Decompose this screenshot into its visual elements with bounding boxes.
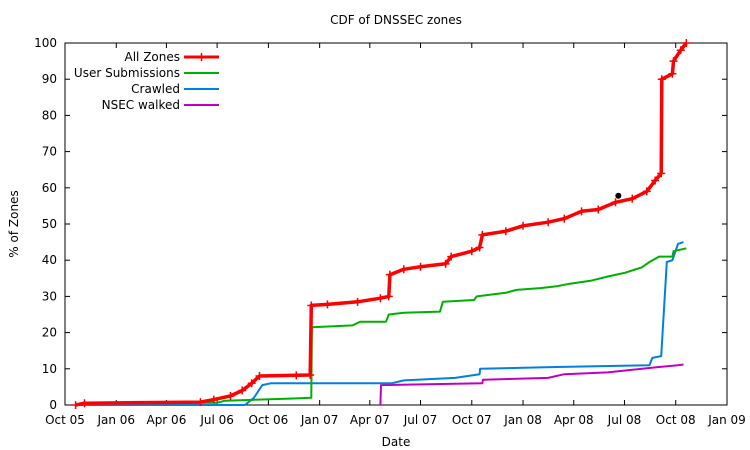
series-line-crawled bbox=[75, 241, 684, 406]
data-point bbox=[501, 227, 510, 236]
data-point bbox=[238, 386, 247, 395]
data-point bbox=[668, 69, 677, 78]
legend-label: Crawled bbox=[131, 82, 180, 96]
x-tick-label: Jan 06 bbox=[96, 413, 135, 427]
chart-title: CDF of DNSSEC zones bbox=[330, 13, 462, 27]
x-axis-title: Date bbox=[382, 435, 411, 449]
legend-label: All Zones bbox=[125, 50, 181, 64]
legend-label: User Submissions bbox=[74, 66, 180, 80]
x-tick-label: Apr 07 bbox=[350, 413, 390, 427]
x-tick-label: Jan 08 bbox=[503, 413, 542, 427]
x-tick-label: Oct 06 bbox=[248, 413, 288, 427]
y-tick-label: 70 bbox=[42, 145, 57, 159]
y-tick-label: 40 bbox=[42, 253, 57, 267]
data-point bbox=[376, 294, 385, 303]
data-point bbox=[519, 221, 528, 230]
data-point bbox=[71, 401, 80, 409]
legend-label: NSEC walked bbox=[102, 98, 180, 112]
y-axis-title: % of Zones bbox=[7, 190, 21, 257]
data-point bbox=[255, 372, 264, 381]
data-point bbox=[577, 207, 586, 216]
data-point bbox=[651, 176, 660, 185]
data-point bbox=[292, 371, 301, 380]
data-point bbox=[560, 214, 569, 223]
data-point bbox=[628, 194, 637, 203]
data-point bbox=[399, 265, 408, 274]
y-tick-label: 80 bbox=[42, 108, 57, 122]
x-tick-label: Jul 06 bbox=[199, 413, 234, 427]
x-tick-label: Apr 08 bbox=[554, 413, 594, 427]
y-tick-label: 90 bbox=[42, 72, 57, 86]
x-tick-label: Jan 09 bbox=[707, 413, 746, 427]
data-point bbox=[594, 205, 603, 214]
data-point bbox=[307, 301, 316, 310]
y-tick-label: 100 bbox=[34, 36, 57, 50]
series-line-nsec-walked bbox=[379, 363, 684, 406]
x-tick-label: Apr 06 bbox=[146, 413, 186, 427]
x-tick-label: Jan 07 bbox=[300, 413, 339, 427]
data-point bbox=[441, 259, 450, 268]
x-tick-label: Oct 08 bbox=[656, 413, 696, 427]
data-point bbox=[416, 262, 425, 271]
x-tick-label: Oct 07 bbox=[452, 413, 492, 427]
data-point bbox=[306, 370, 315, 379]
data-point bbox=[467, 247, 476, 256]
y-tick-label: 20 bbox=[42, 326, 57, 340]
x-tick-label: Oct 05 bbox=[45, 413, 85, 427]
data-point bbox=[475, 243, 484, 252]
data-point bbox=[669, 57, 678, 66]
data-point bbox=[385, 270, 394, 279]
data-point bbox=[196, 398, 205, 407]
data-point bbox=[447, 252, 456, 261]
data-point bbox=[384, 292, 393, 301]
annotation-point bbox=[615, 192, 622, 199]
y-tick-label: 0 bbox=[49, 398, 57, 412]
y-tick-label: 60 bbox=[42, 181, 57, 195]
data-point bbox=[676, 46, 685, 55]
y-tick-label: 50 bbox=[42, 217, 57, 231]
data-point bbox=[657, 169, 666, 178]
x-tick-label: Jul 07 bbox=[403, 413, 438, 427]
data-point bbox=[544, 218, 553, 227]
data-point bbox=[657, 75, 666, 84]
data-point bbox=[642, 187, 651, 196]
series-line-user-submissions bbox=[75, 247, 687, 406]
data-point bbox=[226, 391, 235, 400]
y-tick-label: 30 bbox=[42, 289, 57, 303]
x-tick-label: Jul 08 bbox=[607, 413, 642, 427]
data-point bbox=[478, 230, 487, 239]
y-tick-label: 10 bbox=[42, 362, 57, 376]
data-point bbox=[209, 395, 218, 404]
data-point bbox=[80, 399, 89, 408]
data-point bbox=[323, 300, 332, 309]
legend-marker bbox=[197, 53, 206, 61]
data-point bbox=[353, 297, 362, 306]
data-point bbox=[247, 379, 256, 388]
data-point bbox=[682, 39, 691, 47]
data-point bbox=[611, 198, 620, 207]
